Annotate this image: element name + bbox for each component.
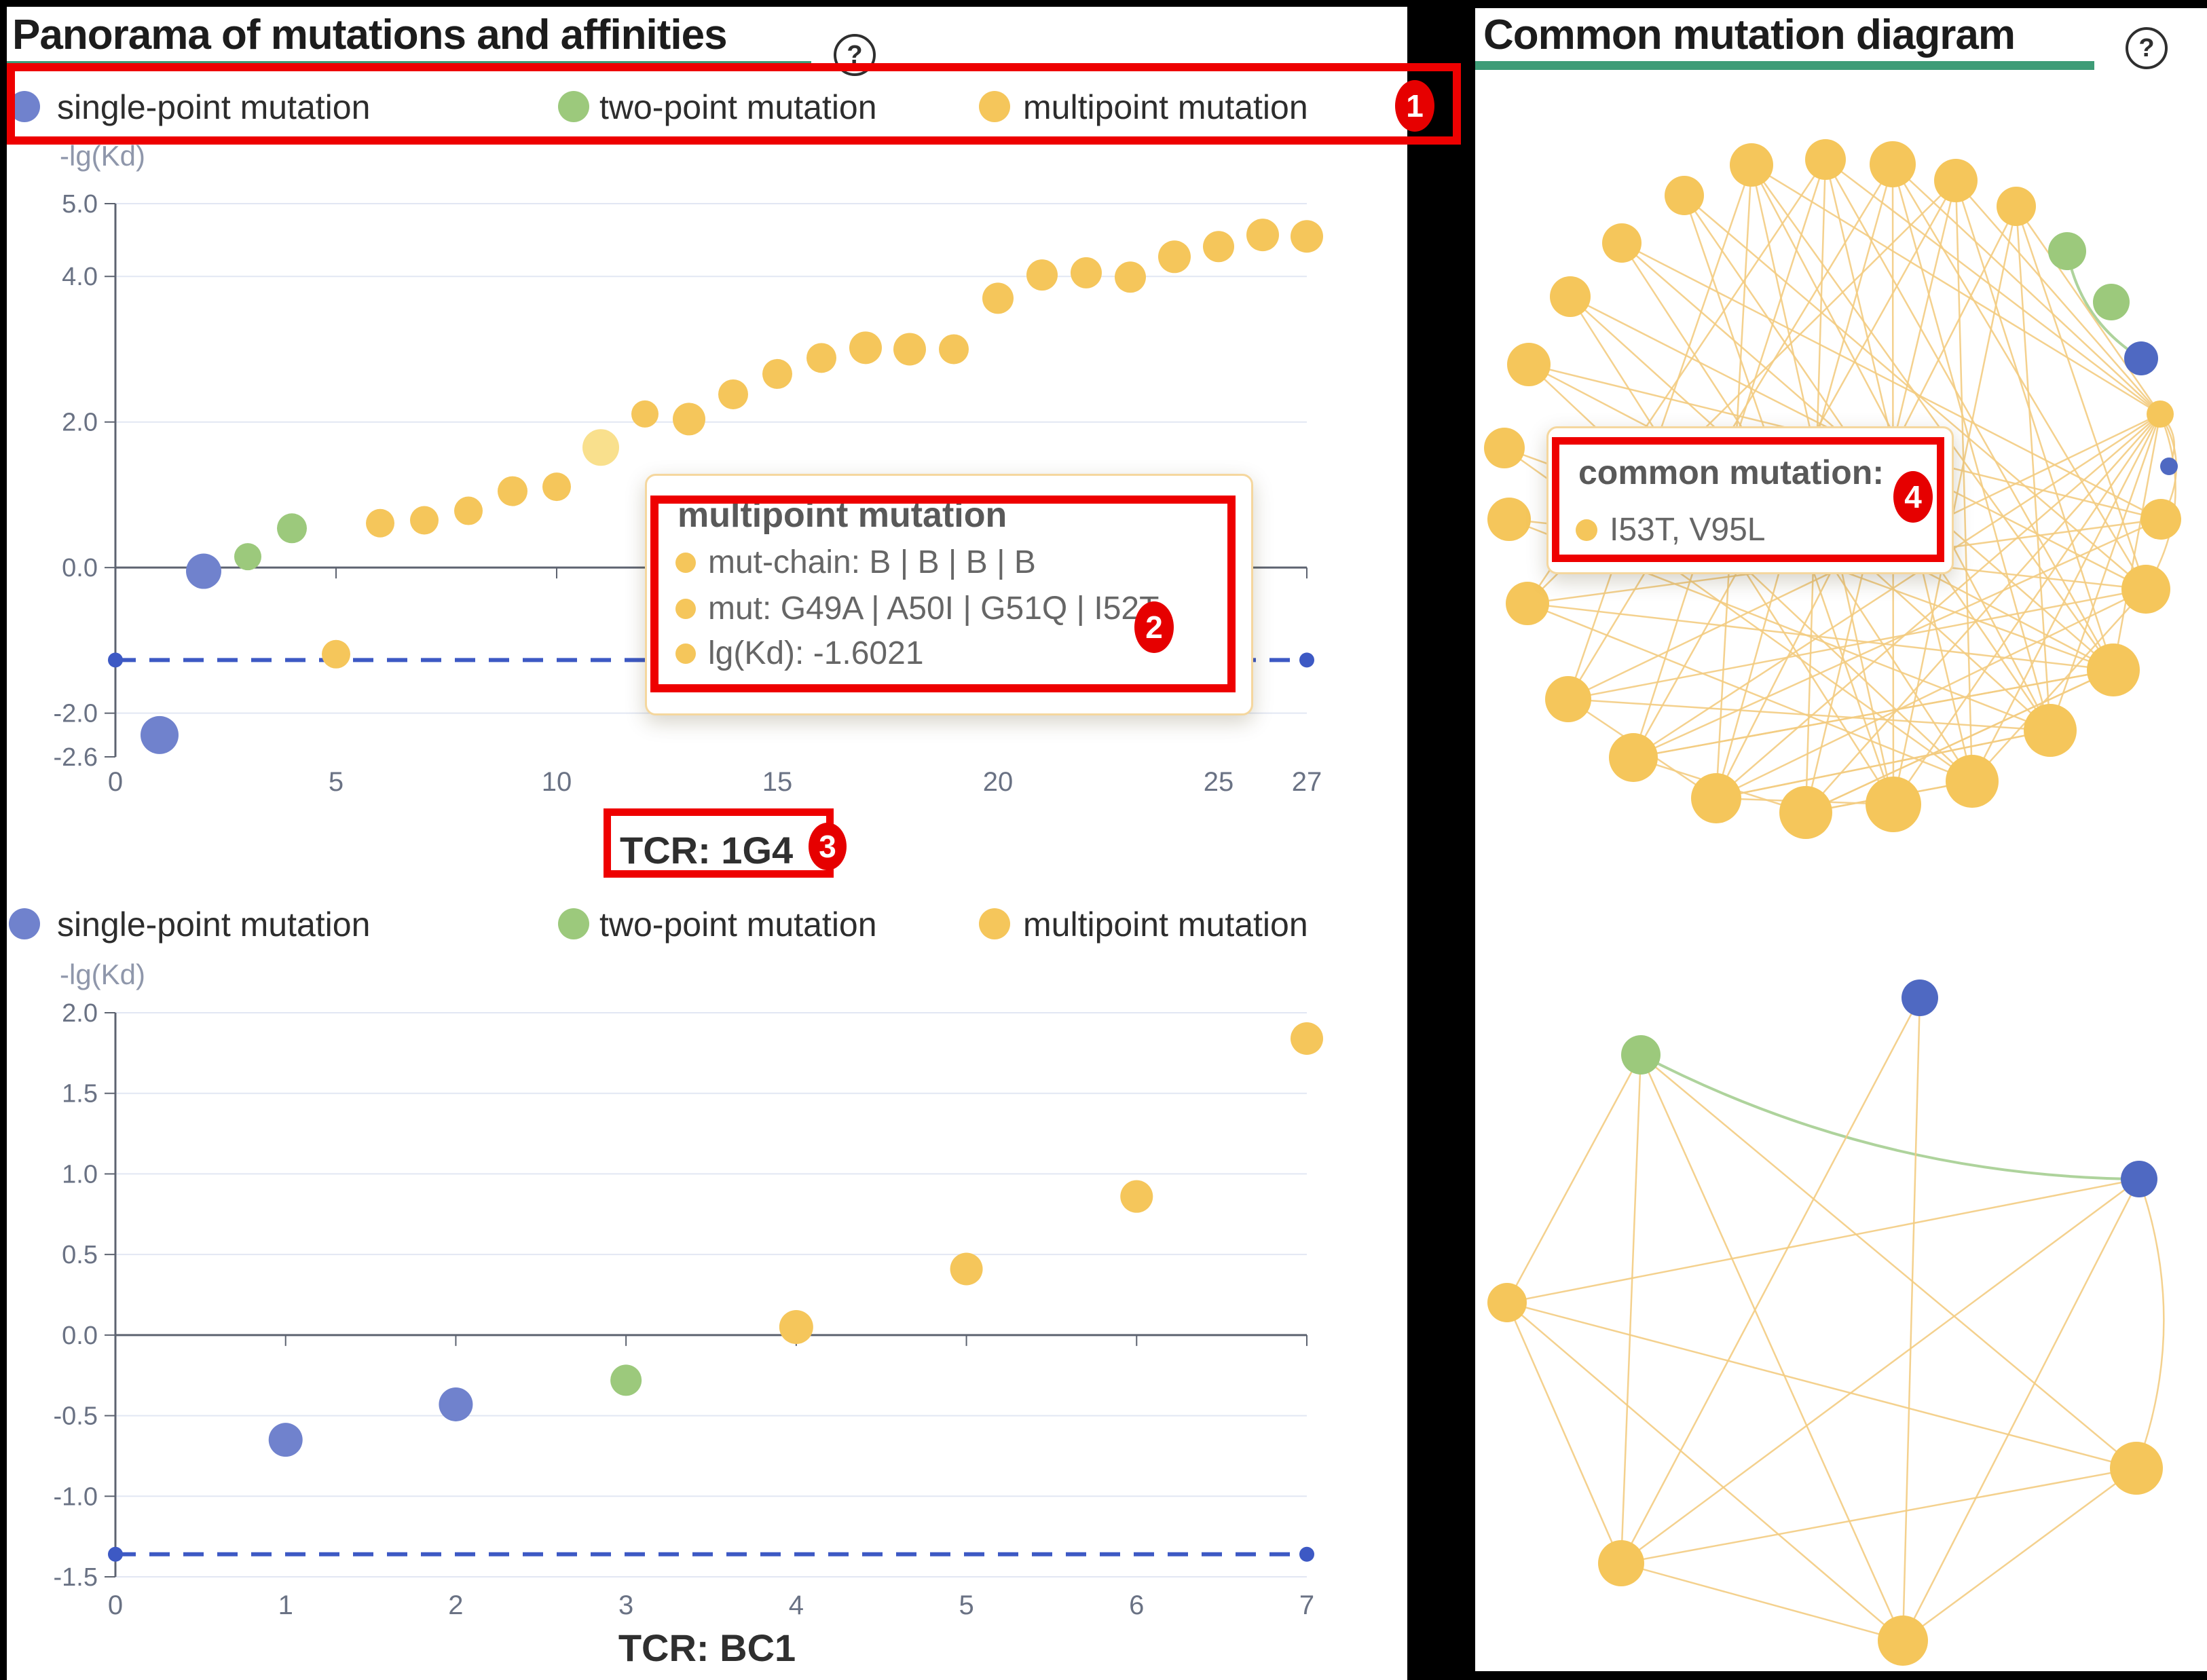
common-mutation-help-icon[interactable]: ? <box>2126 27 2168 69</box>
tooltip-row: mut-chain: B | B | B | B <box>675 544 1036 581</box>
svg-text:0.0: 0.0 <box>62 1322 98 1350</box>
multipoint-legend-dot-icon[interactable] <box>979 91 1010 122</box>
common-mutation-title: Common mutation diagram <box>1483 12 2016 58</box>
tooltip-row-text: I53T, V95L <box>1610 512 1766 548</box>
legend-item-two[interactable]: two-point mutation <box>599 906 877 944</box>
svg-text:-1.0: -1.0 <box>54 1482 98 1511</box>
annotation-box-tcr-1g4 <box>604 808 834 878</box>
annotation-badge-1: 1 <box>1395 80 1434 132</box>
chart1-caption: TCR: 1G4 <box>620 829 794 872</box>
two-point-legend-dot-icon[interactable] <box>558 908 589 939</box>
svg-text:6: 6 <box>1129 1590 1144 1620</box>
panel-divider <box>1407 0 1475 1680</box>
common-mutation-tooltip: common mutation: I53T, V95L <box>1546 426 1954 574</box>
tooltip-row: lg(Kd): -1.6021 <box>675 635 924 672</box>
svg-text:7: 7 <box>1299 1590 1314 1620</box>
affinity-scatter-chart-bc1[interactable]: 2.0 1.5 1.0 0.5 0.0 -0.5 -1.0 -1.5 0 1 2 3 4 5 6 7 <box>7 984 1407 1663</box>
annotation-box-tooltip <box>650 496 1236 692</box>
svg-text:-0.5: -0.5 <box>54 1402 98 1431</box>
y-axis-title-2: -lg(Kd) <box>60 958 146 990</box>
svg-text:5: 5 <box>329 767 344 797</box>
legend-item-multi[interactable]: multipoint mutation <box>1023 906 1308 944</box>
panorama-title: Panorama of mutations and affinities <box>12 12 728 58</box>
svg-text:5: 5 <box>959 1590 973 1620</box>
svg-text:0.0: 0.0 <box>62 554 98 582</box>
panorama-panel: Panorama of mutations and affinities ? s… <box>7 7 1407 1680</box>
annotation-badge-4: 4 <box>1893 471 1933 523</box>
svg-text:1.5: 1.5 <box>62 1080 98 1108</box>
series-dot-icon <box>675 643 696 664</box>
svg-text:4.0: 4.0 <box>62 263 98 291</box>
tooltip-title: common mutation: <box>1578 453 1884 491</box>
svg-text:-1.5: -1.5 <box>54 1563 98 1592</box>
svg-text:0.5: 0.5 <box>62 1241 98 1269</box>
tooltip-row: I53T, V95L <box>1576 511 1766 548</box>
svg-text:27: 27 <box>1292 767 1322 797</box>
svg-text:2.0: 2.0 <box>62 999 98 1028</box>
series-dot-icon <box>675 598 696 619</box>
legend-item-multi[interactable]: multipoint mutation <box>1023 88 1308 126</box>
svg-text:3: 3 <box>618 1590 633 1620</box>
multipoint-legend-dot-icon[interactable] <box>979 908 1010 939</box>
annotation-box-legend <box>7 63 1461 145</box>
common-mutation-title-underline <box>1475 61 2094 70</box>
annotation-badge-3: 3 <box>809 823 847 870</box>
svg-text:1: 1 <box>278 1590 293 1620</box>
annotation-box-common-mutation <box>1552 437 1944 562</box>
svg-text:10: 10 <box>542 767 572 797</box>
series-dot-icon <box>1576 519 1597 541</box>
svg-text:2: 2 <box>448 1590 463 1620</box>
svg-text:-2.6: -2.6 <box>54 743 98 772</box>
mutation-network-canvas[interactable] <box>1475 75 2207 1671</box>
svg-text:5.0: 5.0 <box>62 190 98 219</box>
series-dot-icon <box>675 552 696 573</box>
svg-text:15: 15 <box>762 767 793 797</box>
annotation-badge-2: 2 <box>1134 601 1174 653</box>
y-axis-title-1: -lg(Kd) <box>60 140 146 172</box>
svg-text:4: 4 <box>789 1590 804 1620</box>
tooltip-row-text: mut-chain: B | B | B | B <box>708 544 1036 580</box>
legend-item-two[interactable]: two-point mutation <box>599 88 877 126</box>
tooltip-row-text: lg(Kd): -1.6021 <box>708 635 924 671</box>
common-mutation-panel: Common mutation diagram ? common mutatio… <box>1475 8 2207 1671</box>
svg-text:-2.0: -2.0 <box>54 700 98 728</box>
legend-item-single[interactable]: single-point mutation <box>57 88 371 126</box>
svg-text:1.0: 1.0 <box>62 1160 98 1189</box>
legend-item-single[interactable]: single-point mutation <box>57 906 371 944</box>
tooltip-row-text: mut: G49A | A50I | G51Q | I52T <box>708 591 1160 627</box>
tooltip-row: mut: G49A | A50I | G51Q | I52T <box>675 590 1159 627</box>
svg-text:2.0: 2.0 <box>62 409 98 437</box>
single-point-legend-dot-icon[interactable] <box>9 908 40 939</box>
svg-text:25: 25 <box>1204 767 1234 797</box>
chart2-caption: TCR: BC1 <box>618 1626 796 1669</box>
svg-text:0: 0 <box>108 767 123 797</box>
svg-text:0: 0 <box>108 1590 123 1620</box>
svg-text:20: 20 <box>983 767 1014 797</box>
two-point-legend-dot-icon[interactable] <box>558 91 589 122</box>
